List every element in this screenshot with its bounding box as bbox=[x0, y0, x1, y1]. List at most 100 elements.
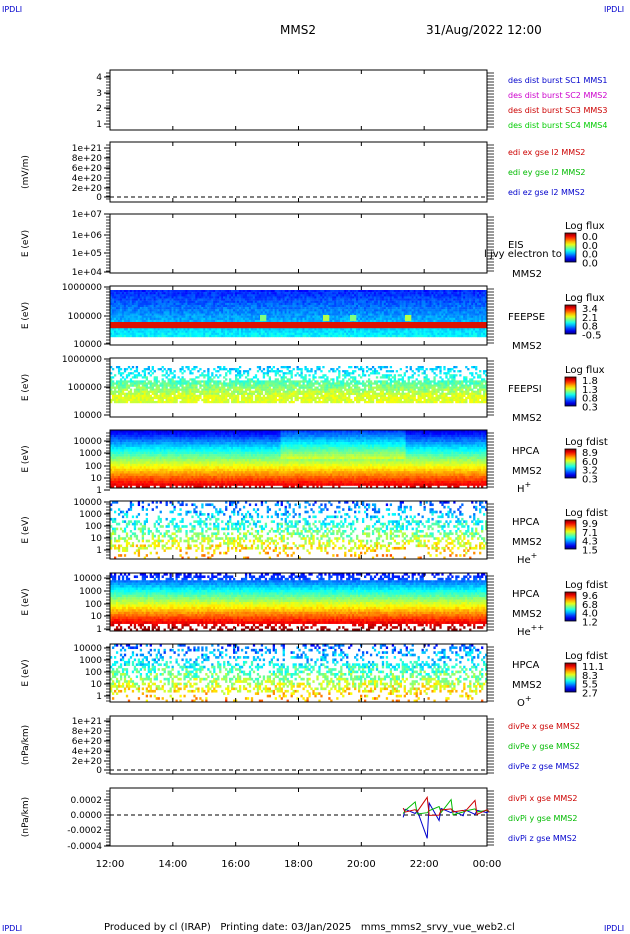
y-axis-label: E (eV) bbox=[21, 445, 31, 472]
y-tick-label: 1 bbox=[96, 546, 102, 556]
y-tick-label: 0 bbox=[96, 766, 102, 776]
spacecraft-label: MMS2 bbox=[512, 269, 542, 280]
corner-label-top-left: IPDLI bbox=[2, 5, 22, 14]
y-tick-label: 10000 bbox=[73, 498, 102, 508]
y-tick-label: 1000000 bbox=[62, 355, 102, 365]
spacecraft-label: MMS2 bbox=[512, 466, 542, 477]
y-tick-label: 1000 bbox=[79, 449, 102, 459]
y-axis-label: E (eV) bbox=[21, 230, 31, 257]
y-tick-label: 10000 bbox=[73, 644, 102, 654]
colorbar-tick-label: 1.2 bbox=[582, 617, 598, 628]
colorbar-title: Log fdist bbox=[565, 437, 608, 448]
x-tick-label: 12:00 bbox=[96, 859, 125, 870]
legend-entry: edi ez gse l2 MMS2 bbox=[508, 188, 585, 197]
y-tick-label: 100 bbox=[85, 462, 102, 472]
y-tick-label: 1e+07 bbox=[72, 210, 102, 220]
species-label: H+ bbox=[517, 480, 531, 495]
spacecraft-label: MMS2 bbox=[512, 537, 542, 548]
y-tick-label: 10 bbox=[91, 474, 103, 484]
y-tick-label: 1000 bbox=[79, 656, 102, 666]
species-label: He+ bbox=[517, 551, 537, 566]
colorbar bbox=[565, 233, 576, 262]
y-tick-label: 100000 bbox=[68, 383, 103, 393]
y-tick-label: 1000000 bbox=[62, 283, 102, 293]
instrument-label: HPCA bbox=[512, 517, 540, 528]
footer-text: Produced by cl (IRAP) Printing date: 03/… bbox=[104, 922, 515, 933]
legend-entry: edi ey gse l2 MMS2 bbox=[508, 168, 586, 177]
species-label: O+ bbox=[517, 694, 532, 709]
y-tick-label: 10000 bbox=[73, 411, 102, 421]
instrument-label: HPCA bbox=[512, 660, 540, 671]
y-tick-label: 6e+20 bbox=[72, 164, 103, 174]
x-tick-label: 16:00 bbox=[221, 859, 250, 870]
panel-frame bbox=[110, 70, 487, 130]
spacecraft-label: MMS2 bbox=[512, 609, 542, 620]
y-tick-label: 1000 bbox=[79, 587, 102, 597]
y-tick-label: 8e+20 bbox=[72, 154, 103, 164]
y-tick-label: 0 bbox=[96, 193, 102, 203]
y-tick-label: 1 bbox=[96, 120, 102, 130]
header-spacecraft: MMS2 bbox=[280, 23, 316, 37]
colorbar-tick-label: 1.5 bbox=[582, 545, 598, 556]
x-tick-label: 22:00 bbox=[410, 859, 439, 870]
instrument-label: FEEPSE bbox=[508, 312, 545, 323]
y-tick-label: 100 bbox=[85, 600, 102, 610]
species-label: He++ bbox=[517, 623, 544, 638]
y-tick-label: 1e+05 bbox=[72, 249, 102, 259]
corner-label-bottom-left: IPDLI bbox=[2, 924, 22, 933]
y-axis-label: (nPa/km) bbox=[21, 797, 31, 837]
legend-entry: divPi x gse MMS2 bbox=[508, 794, 577, 803]
legend-entry: des dist burst SC1 MMS1 bbox=[508, 76, 607, 85]
y-axis-label: (mV/m) bbox=[21, 155, 31, 189]
legend-entry: divPe y gse MMS2 bbox=[508, 742, 580, 751]
y-tick-label: 10 bbox=[91, 534, 103, 544]
y-tick-label: 10000 bbox=[73, 437, 102, 447]
y-tick-label: 1 bbox=[96, 692, 102, 702]
y-tick-label: 10 bbox=[91, 612, 103, 622]
y-tick-label: 100000 bbox=[68, 312, 103, 322]
legend-entry: divPe z gse MMS2 bbox=[508, 762, 579, 771]
corner-label-bottom-right: IPDLI bbox=[604, 924, 624, 933]
panel-frame bbox=[110, 142, 487, 202]
y-tick-label: 0.0002 bbox=[71, 796, 103, 806]
colorbar bbox=[565, 377, 576, 406]
colorbar-title: Log flux bbox=[565, 221, 605, 232]
y-tick-label: 4e+20 bbox=[72, 174, 103, 184]
colorbar-title: Log flux bbox=[565, 293, 605, 304]
legend-entry: divPi y gse MMS2 bbox=[508, 814, 577, 823]
header-datetime: 31/Aug/2022 12:00 bbox=[426, 23, 542, 37]
legend-entry: des dist burst SC2 MMS2 bbox=[508, 91, 607, 100]
y-axis-label: E (eV) bbox=[21, 516, 31, 543]
y-tick-label: -0.0004 bbox=[67, 842, 102, 852]
x-tick-label: 18:00 bbox=[284, 859, 313, 870]
y-tick-label: -0.0002 bbox=[67, 826, 102, 836]
legend-entry: edi ex gse l2 MMS2 bbox=[508, 148, 585, 157]
y-tick-label: 10000 bbox=[73, 340, 102, 350]
y-tick-label: 6e+20 bbox=[72, 737, 103, 747]
y-tick-label: 1 bbox=[96, 625, 102, 635]
overlay-text: l jvy electron to bbox=[484, 249, 562, 260]
colorbar-title: Log fdist bbox=[565, 651, 608, 662]
colorbar-tick-label: 0.0 bbox=[582, 258, 598, 269]
y-tick-label: 1e+04 bbox=[72, 268, 103, 278]
colorbar bbox=[565, 663, 576, 692]
colorbar-title: Log fdist bbox=[565, 508, 608, 519]
y-tick-label: 1e+06 bbox=[72, 231, 103, 241]
legend-entry: divPe x gse MMS2 bbox=[508, 722, 580, 731]
x-tick-label: 00:00 bbox=[473, 859, 502, 870]
panel-frame bbox=[110, 716, 487, 774]
y-axis-label: E (eV) bbox=[21, 374, 31, 401]
y-tick-label: 8e+20 bbox=[72, 727, 103, 737]
panel-frame bbox=[110, 214, 487, 273]
x-tick-label: 20:00 bbox=[347, 859, 376, 870]
y-tick-label: 100 bbox=[85, 522, 102, 532]
